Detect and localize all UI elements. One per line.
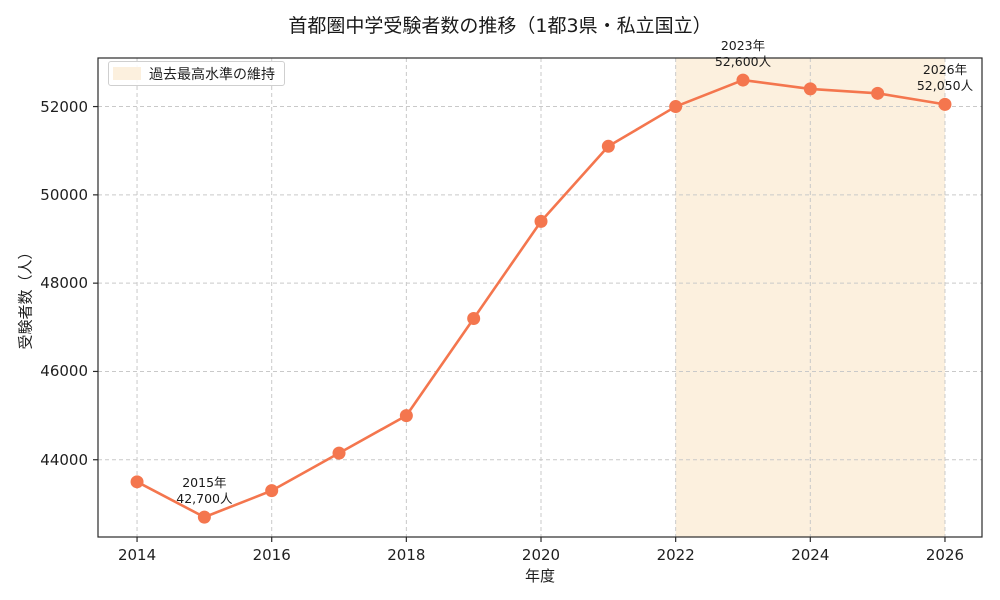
x-tick-label-2026: 2026	[925, 546, 965, 564]
annotation-2015: 2015年 42,700人	[176, 475, 232, 507]
annotation-2026: 2026年 52,050人	[917, 62, 973, 94]
data-point-2023	[736, 73, 750, 87]
data-point-2021	[601, 139, 615, 153]
legend-swatch-band	[113, 67, 141, 80]
data-point-2016	[265, 484, 279, 498]
x-tick-label-2020: 2020	[521, 546, 561, 564]
x-tick-label-2018: 2018	[387, 546, 426, 564]
data-point-2018	[399, 409, 413, 423]
y-tick-label-46000: 46000	[40, 362, 88, 381]
x-axis-label: 年度	[524, 567, 556, 585]
y-tick-label-50000: 50000	[40, 185, 88, 204]
x-tick-label-2022: 2022	[656, 546, 695, 564]
data-point-2015	[197, 510, 211, 524]
annotation-line: 2023年	[720, 38, 766, 54]
legend-label: 過去最高水準の維持	[149, 66, 275, 83]
chart-title: 首都圏中学受験者数の推移（1都3県・私立国立）	[288, 15, 712, 37]
legend: 過去最高水準の維持	[108, 61, 285, 86]
x-tick-label-2024: 2024	[791, 546, 830, 564]
y-tick-label-48000: 48000	[40, 274, 88, 293]
y-tick-label-44000: 44000	[40, 450, 88, 469]
data-point-2020	[534, 214, 548, 228]
annotation-line: 2026年	[922, 62, 968, 78]
data-point-2019	[467, 311, 481, 325]
data-point-2024	[803, 82, 817, 96]
data-point-2022	[669, 100, 683, 114]
annotation-line: 52,600人	[714, 54, 772, 70]
data-point-2017	[332, 446, 346, 460]
axes-frame	[97, 57, 983, 538]
annotation-line: 42,700人	[176, 491, 233, 507]
data-point-2014	[130, 475, 144, 489]
data-point-2026	[938, 97, 952, 111]
x-tick-label-2016: 2016	[252, 546, 291, 564]
annotation-line: 2015年	[182, 475, 227, 491]
x-tick-label-2014: 2014	[117, 546, 157, 564]
annotation-line: 52,050人	[916, 78, 974, 94]
y-tick-label-52000: 52000	[40, 97, 88, 116]
y-axis-label: 受験者数（人）	[16, 244, 35, 350]
data-point-2025	[871, 86, 885, 100]
annotation-2023: 2023年 52,600人	[715, 38, 771, 70]
